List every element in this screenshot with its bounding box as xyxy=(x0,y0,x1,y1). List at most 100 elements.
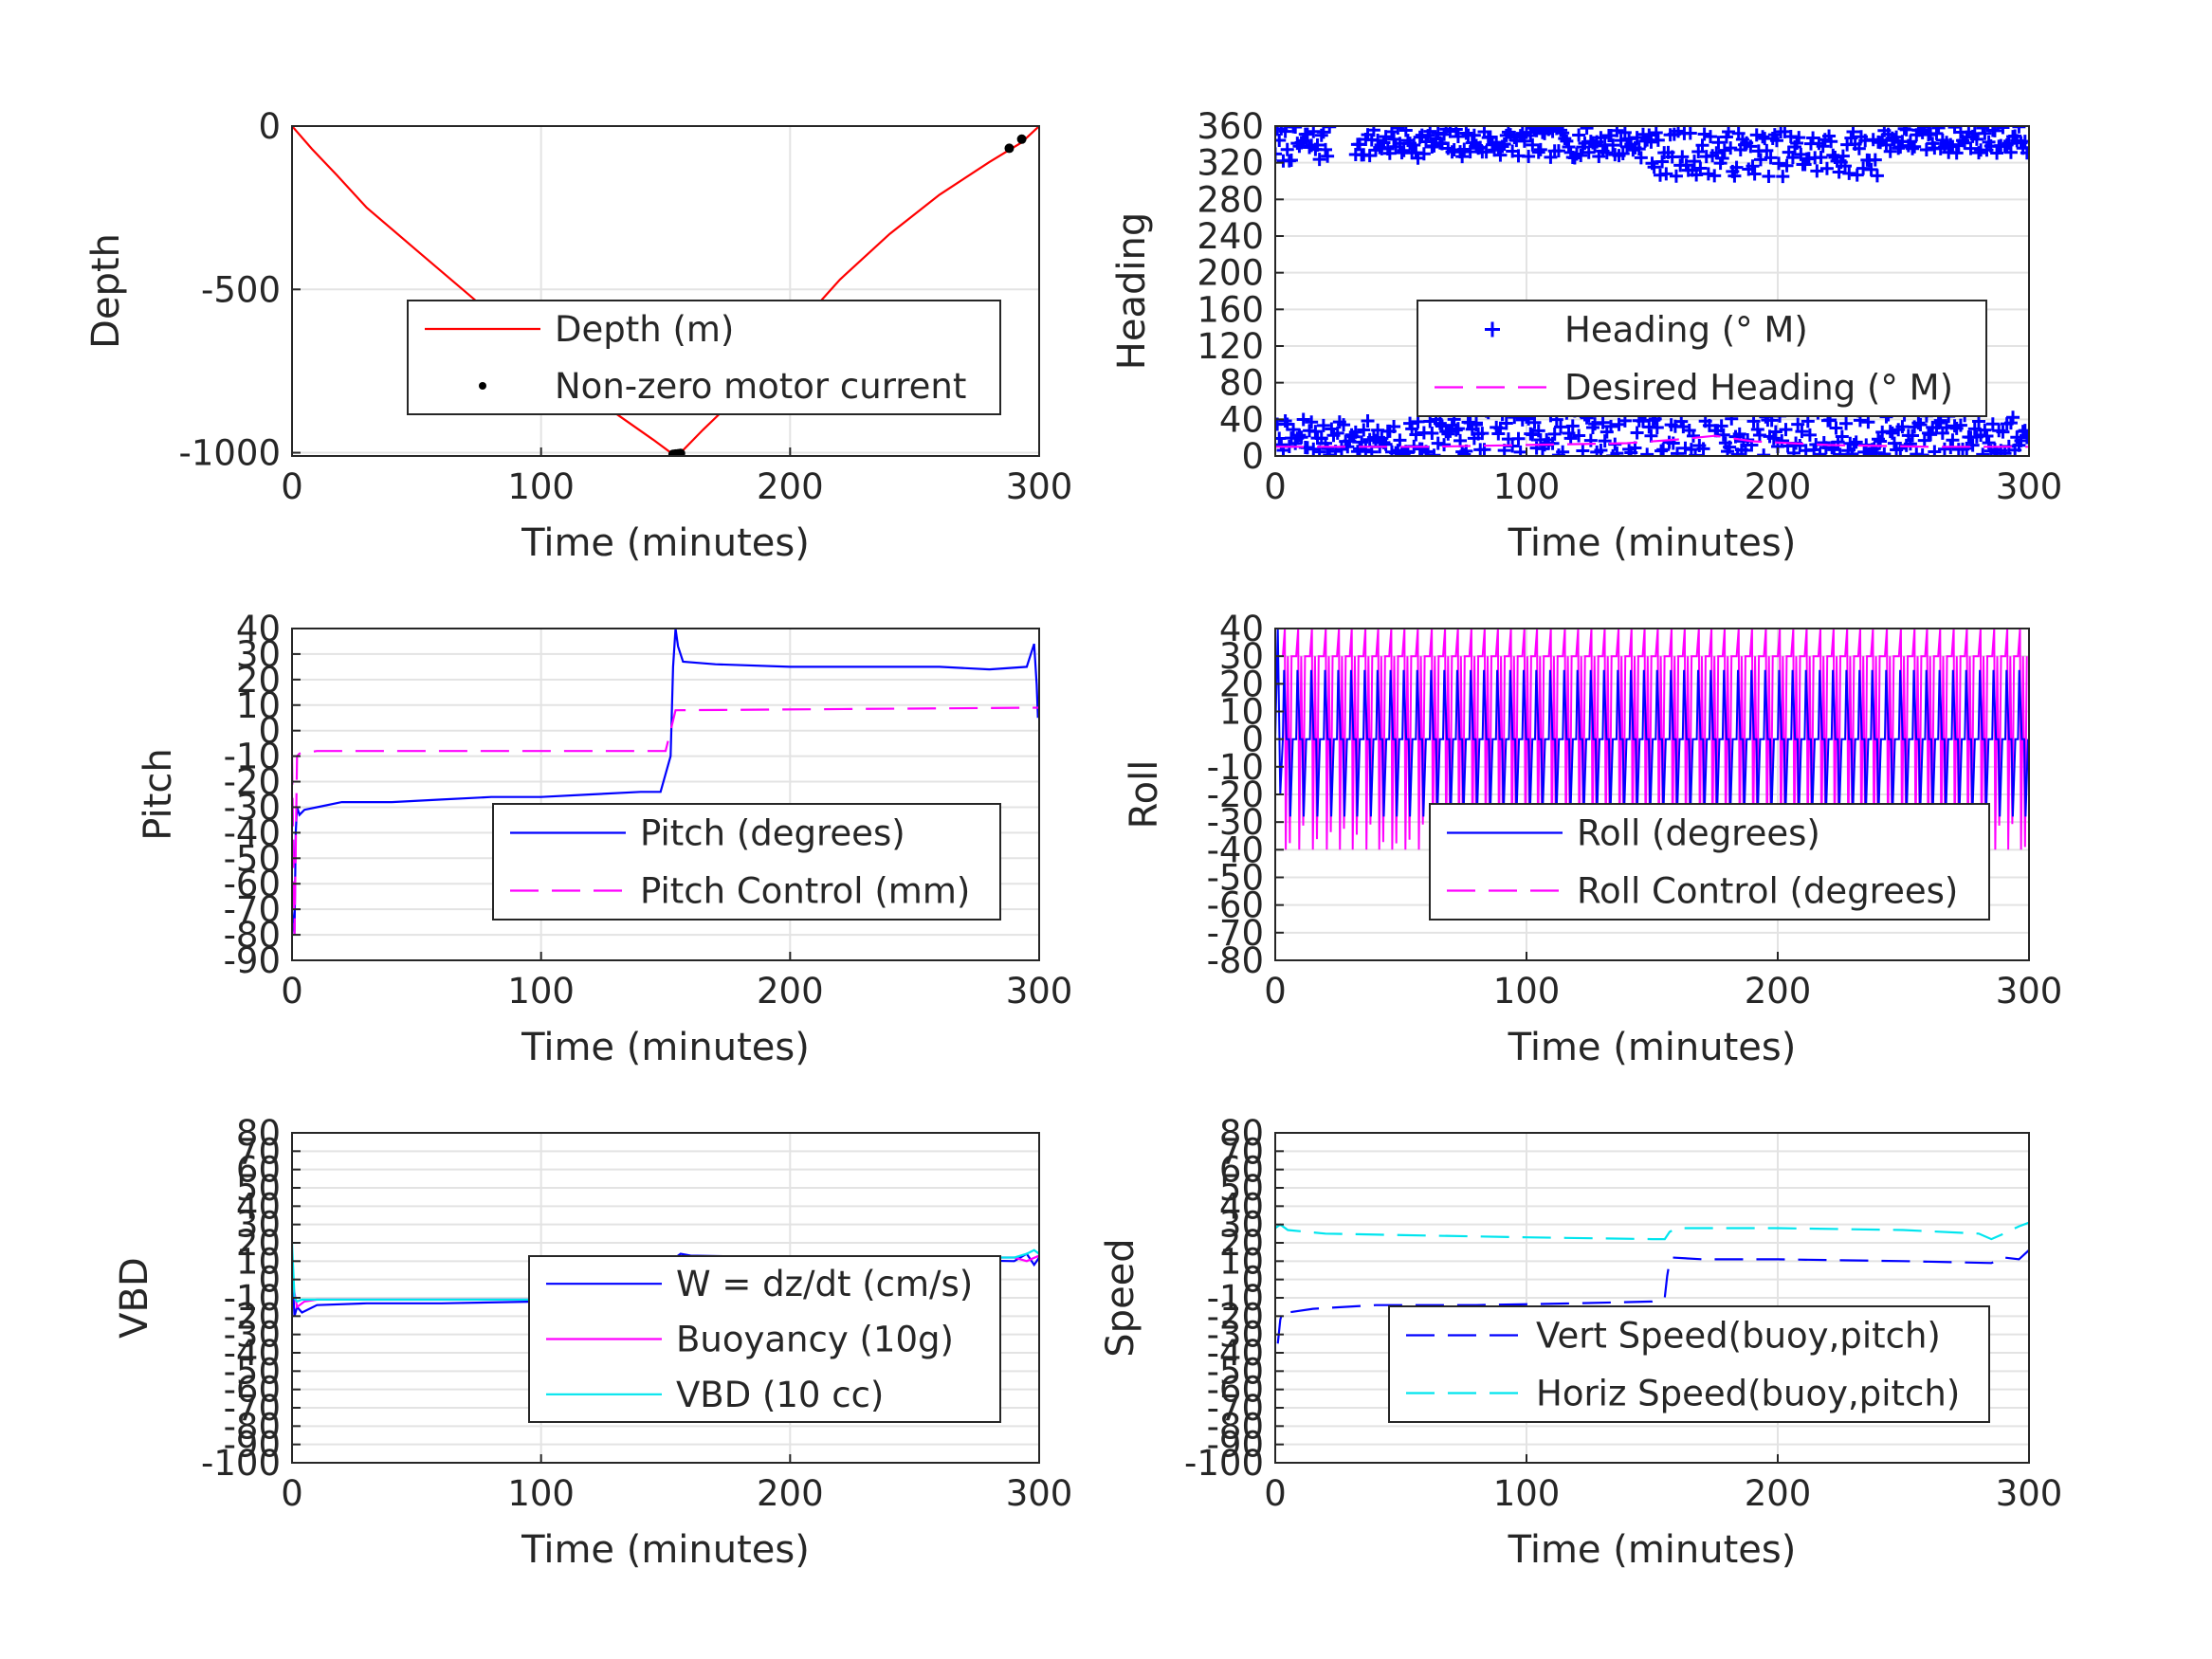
heading-point xyxy=(1547,427,1562,441)
heading-point xyxy=(1409,428,1423,442)
y-tick-label: -10 xyxy=(1207,747,1264,788)
heading-point xyxy=(1711,136,1726,150)
x-tick-label: 200 xyxy=(1745,1473,1812,1514)
heading-point xyxy=(1772,156,1786,171)
heading-point xyxy=(1600,146,1614,160)
heading-point xyxy=(1753,153,1767,167)
x-axis-label: Time (minutes) xyxy=(1508,1528,1797,1572)
legend: Depth (m) Non-zero motor current xyxy=(407,300,1001,415)
heading-point xyxy=(1361,414,1375,428)
heading-point xyxy=(1728,169,1742,183)
y-tick-label: -90 xyxy=(1207,1425,1264,1466)
heading-point xyxy=(1985,417,2000,431)
x-tick-label: 0 xyxy=(281,466,303,507)
y-tick-label: -40 xyxy=(1207,1333,1264,1374)
y-tick-label: 30 xyxy=(236,634,281,675)
legend-label: Buoyancy (10g) xyxy=(676,1320,954,1360)
heading-point xyxy=(1366,126,1380,137)
y-tick-label: 280 xyxy=(1197,179,1264,220)
heading-point xyxy=(1864,162,1878,176)
x-tick-label: 100 xyxy=(1493,1473,1561,1514)
heading-point xyxy=(1814,151,1828,165)
heading-point xyxy=(1716,428,1730,442)
heading-point xyxy=(1294,430,1308,445)
heading-point xyxy=(1640,447,1654,456)
y-tick-label: -60 xyxy=(224,864,281,904)
x-tick-label: 200 xyxy=(757,971,824,1012)
y-tick-label: 0 xyxy=(258,106,281,147)
heading-point xyxy=(1829,421,1843,435)
heading-point xyxy=(1651,133,1665,147)
series-line-0 xyxy=(292,629,1039,936)
heading-point xyxy=(1397,143,1411,157)
legend-box xyxy=(492,803,1001,921)
y-tick-label: 70 xyxy=(1219,1131,1264,1172)
heading-point xyxy=(1308,425,1323,439)
heading-point xyxy=(1511,431,1526,446)
heading-point xyxy=(1746,159,1760,173)
y-tick-label: 0 xyxy=(1241,436,1264,477)
y-tick-label: 10 xyxy=(1219,692,1264,733)
heading-point xyxy=(1321,442,1335,456)
heading-point xyxy=(1724,141,1738,155)
x-tick-label: 300 xyxy=(1006,1473,1073,1514)
heading-point xyxy=(1688,155,1702,169)
heading-point xyxy=(1417,147,1431,161)
heading-point xyxy=(1779,423,1793,437)
y-tick-label: 70 xyxy=(236,1131,281,1172)
y-tick-label: -20 xyxy=(224,762,281,803)
y-tick-label: 40 xyxy=(1219,609,1264,649)
chart-pitch: 0 100 200 300403020100-10-20-30-40-50-60-70… xyxy=(137,609,1072,1069)
heading-point xyxy=(1334,442,1348,456)
heading-point xyxy=(1644,135,1658,149)
y-axis-label: VBD xyxy=(113,1257,156,1339)
heading-point xyxy=(1275,133,1287,147)
motor-current-point xyxy=(1016,134,1027,144)
heading-point xyxy=(1545,436,1560,450)
heading-point xyxy=(1697,127,1711,141)
heading-point xyxy=(1305,415,1319,429)
heading-point xyxy=(1810,164,1824,178)
plot-marks xyxy=(292,629,1039,936)
heading-point xyxy=(1919,142,1933,156)
heading-point xyxy=(1387,419,1401,433)
heading-point xyxy=(1284,154,1298,168)
heading-point xyxy=(1874,136,1888,150)
heading-point xyxy=(1978,126,1992,140)
heading-point xyxy=(1786,446,1801,456)
y-tick-label: -70 xyxy=(1207,913,1264,954)
legend-label: Pitch Control (mm) xyxy=(640,871,970,912)
axes-box xyxy=(291,125,1040,457)
y-tick-label: 10 xyxy=(236,685,281,726)
x-tick-label: 0 xyxy=(281,1473,303,1514)
heading-point xyxy=(1696,442,1710,456)
heading-point xyxy=(1391,126,1405,136)
legend-label: Roll Control (degrees) xyxy=(1577,871,1958,912)
y-axis-label: Pitch xyxy=(137,748,180,840)
heading-point xyxy=(1764,151,1778,165)
heading-point xyxy=(1294,136,1308,150)
y-tick-label: -50 xyxy=(1207,1351,1264,1392)
x-tick-label: 200 xyxy=(757,1473,824,1514)
heading-point xyxy=(1671,447,1684,456)
y-tick-label: 120 xyxy=(1197,326,1264,367)
y-tick-label: 40 xyxy=(1219,1186,1264,1227)
heading-point xyxy=(1656,443,1671,456)
heading-point xyxy=(1280,142,1294,156)
heading-point xyxy=(1946,433,1960,447)
heading-point xyxy=(1747,167,1762,181)
heading-point xyxy=(1316,418,1330,432)
heading-point xyxy=(1937,442,1951,456)
heading-point xyxy=(1744,139,1758,154)
y-tick-label: -20 xyxy=(1207,775,1264,815)
heading-point xyxy=(1493,148,1508,162)
heading-point xyxy=(1842,166,1856,180)
heading-point xyxy=(1908,139,1922,154)
chart-roll: 0 100 200 300403020100-10-20-30-40-50-60-70… xyxy=(1123,609,2062,1069)
heading-point xyxy=(1781,439,1795,453)
legend-box xyxy=(1417,300,1987,417)
heading-point xyxy=(1913,418,1928,432)
y-tick-label: 0 xyxy=(1241,1260,1264,1301)
x-tick-label: 200 xyxy=(1745,466,1812,507)
heading-point xyxy=(1861,415,1875,429)
